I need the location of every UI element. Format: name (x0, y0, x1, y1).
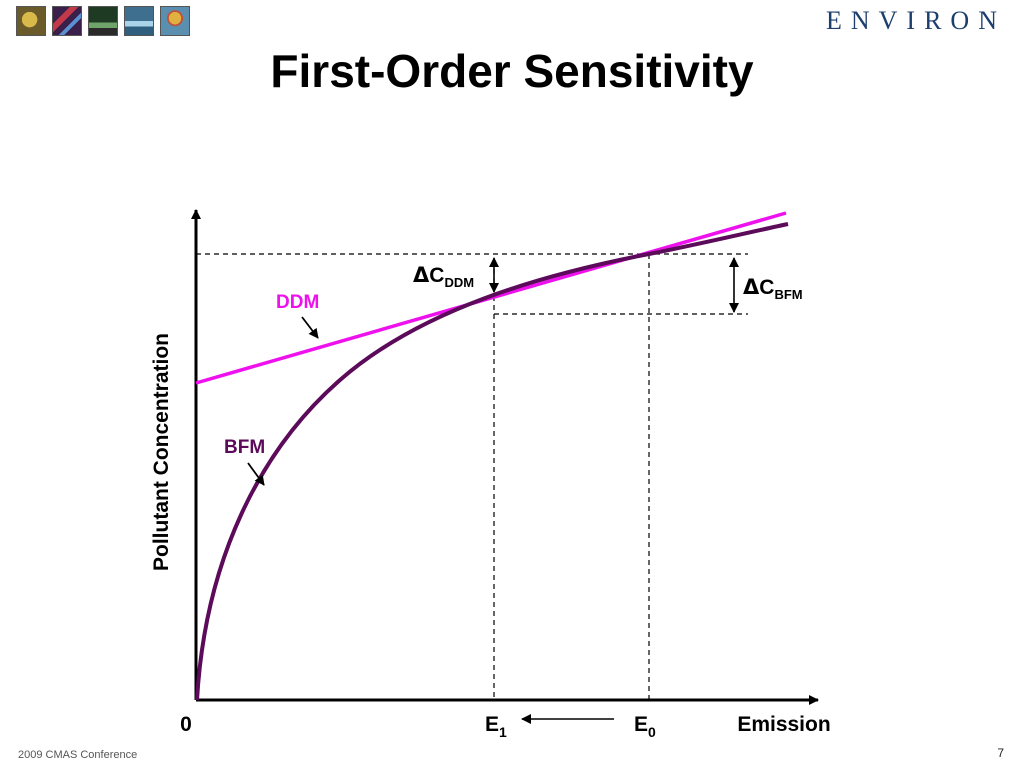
bfm-pointer-arrow (247, 462, 265, 486)
e0-label: E0 (634, 713, 656, 740)
forest-thumbnail (88, 6, 118, 36)
delta-c-ddm-label: ΔCDDM (413, 263, 474, 290)
dna-thumbnail (52, 6, 82, 36)
bfm-label: BFM (224, 437, 265, 458)
delta-c-bfm-label: ΔCBFM (743, 275, 803, 302)
bfm-curve (195, 222, 789, 701)
environ-logo: ENVIRON (826, 6, 1006, 35)
globe-thumbnail (16, 6, 46, 36)
header-thumbnails (16, 6, 190, 36)
e1-label: E1 (485, 713, 507, 740)
x-axis-label: Emission (737, 713, 830, 736)
ddm-label: DDM (276, 292, 319, 313)
water-thumbnail (124, 6, 154, 36)
y-axis-label: Pollutant Concentration (150, 333, 173, 571)
conference-footer: 2009 CMAS Conference (18, 749, 138, 761)
origin-label: 0 (180, 713, 192, 736)
slide-title: First-Order Sensitivity (270, 45, 754, 97)
page-number: 7 (997, 746, 1004, 760)
ddm-pointer-arrow (301, 316, 319, 339)
balloon-thumbnail (160, 6, 190, 36)
